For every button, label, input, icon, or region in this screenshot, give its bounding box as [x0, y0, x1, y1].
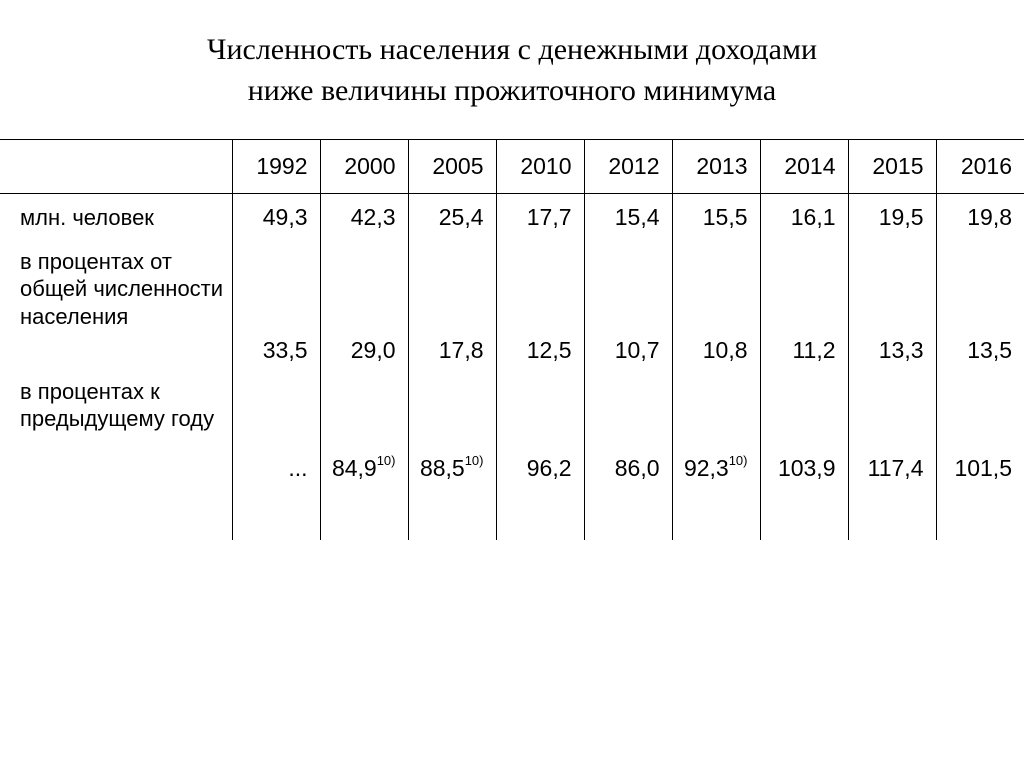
header-row: 1992 2000 2005 2010 2012 2013 2014 2015 …: [0, 140, 1024, 194]
header-year: 2000: [320, 140, 408, 194]
cell: 15,4: [584, 194, 672, 242]
cell: 117,4: [848, 372, 936, 490]
header-year: 2005: [408, 140, 496, 194]
cell: 96,2: [496, 372, 584, 490]
cell: 86,0: [584, 372, 672, 490]
title-line-1: Численность населения с денежными дохода…: [207, 33, 817, 66]
cell: 103,9: [760, 372, 848, 490]
cell: 15,5: [672, 194, 760, 242]
cell: 101,5: [936, 372, 1024, 490]
title-line-2: ниже величины прожиточного минимума: [248, 74, 777, 107]
cell: 19,8: [936, 194, 1024, 242]
header-year: 2010: [496, 140, 584, 194]
cell: 33,5: [232, 242, 320, 372]
header-year: 2014: [760, 140, 848, 194]
header-year: 1992: [232, 140, 320, 194]
cell: 13,3: [848, 242, 936, 372]
cell: ...: [232, 372, 320, 490]
cell: 11,2: [760, 242, 848, 372]
header-year: 2013: [672, 140, 760, 194]
cell: 29,0: [320, 242, 408, 372]
table-row: в процентах к предыду­щему году ... 84,9…: [0, 372, 1024, 490]
cell: 17,8: [408, 242, 496, 372]
cell: 10,7: [584, 242, 672, 372]
table-row: в процентах от общей численности населен…: [0, 242, 1024, 372]
row-label: млн. человек: [0, 194, 232, 242]
cell: 88,510): [408, 372, 496, 490]
header-blank: [0, 140, 232, 194]
cell: 84,910): [320, 372, 408, 490]
cell: 25,4: [408, 194, 496, 242]
header-year: 2016: [936, 140, 1024, 194]
cell: 49,3: [232, 194, 320, 242]
table-row: млн. человек 49,3 42,3 25,4 17,7 15,4 15…: [0, 194, 1024, 242]
cell: 19,5: [848, 194, 936, 242]
cell: 12,5: [496, 242, 584, 372]
row-label: в процентах к предыду­щему году: [0, 372, 232, 490]
header-year: 2012: [584, 140, 672, 194]
table-row-tail: [0, 490, 1024, 540]
data-table: 1992 2000 2005 2010 2012 2013 2014 2015 …: [0, 139, 1024, 540]
cell: 92,310): [672, 372, 760, 490]
page-title: Численность населения с денежными дохода…: [0, 30, 1024, 111]
cell: 42,3: [320, 194, 408, 242]
cell: 13,5: [936, 242, 1024, 372]
cell: 10,8: [672, 242, 760, 372]
row-label: в процентах от общей численности населен…: [0, 242, 232, 372]
cell: 17,7: [496, 194, 584, 242]
cell: 16,1: [760, 194, 848, 242]
data-table-wrap: 1992 2000 2005 2010 2012 2013 2014 2015 …: [0, 139, 1024, 540]
header-year: 2015: [848, 140, 936, 194]
